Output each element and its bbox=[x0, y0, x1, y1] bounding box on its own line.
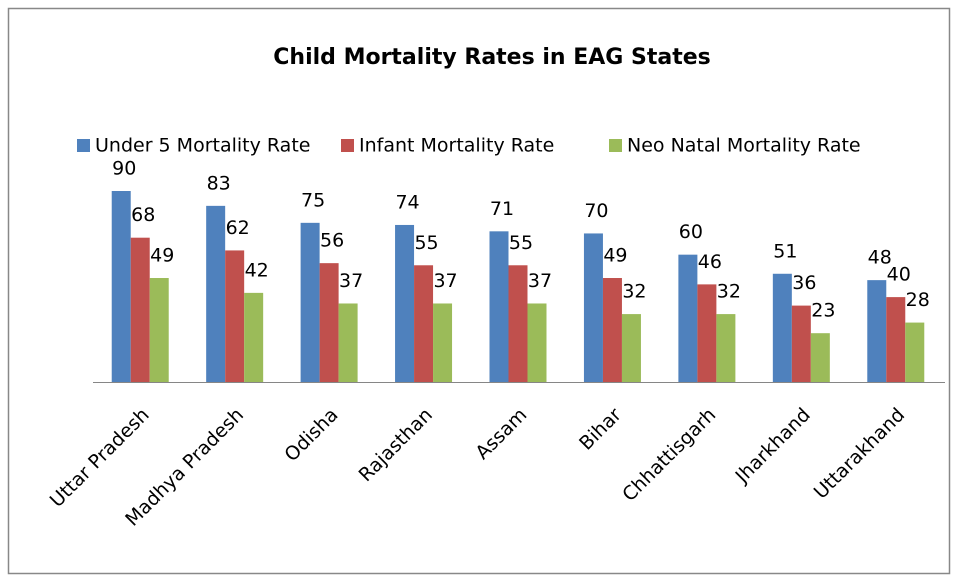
data-label: 83 bbox=[207, 172, 231, 194]
bar bbox=[678, 254, 698, 382]
data-label: 75 bbox=[301, 189, 325, 211]
data-label: 37 bbox=[339, 270, 363, 292]
data-label: 37 bbox=[528, 270, 552, 292]
legend-swatch bbox=[341, 139, 354, 152]
legend-label: Infant Mortality Rate bbox=[359, 135, 554, 157]
data-label: 42 bbox=[245, 259, 269, 281]
bar bbox=[300, 222, 320, 382]
bar bbox=[433, 303, 453, 382]
data-label: 68 bbox=[131, 204, 155, 226]
bar bbox=[886, 297, 906, 382]
bar bbox=[489, 231, 509, 382]
bar bbox=[206, 205, 226, 382]
data-label: 74 bbox=[395, 191, 419, 213]
data-label: 49 bbox=[603, 245, 627, 267]
data-label: 28 bbox=[906, 289, 930, 311]
data-label: 71 bbox=[490, 198, 514, 220]
data-label: 32 bbox=[717, 281, 741, 303]
data-label: 23 bbox=[811, 300, 835, 322]
data-label: 60 bbox=[679, 221, 703, 243]
bar bbox=[244, 292, 264, 382]
data-label: 32 bbox=[622, 281, 646, 303]
bar bbox=[414, 265, 434, 382]
legend-label: Under 5 Mortality Rate bbox=[95, 135, 310, 157]
bar bbox=[867, 280, 887, 382]
bar bbox=[621, 314, 641, 382]
data-label: 90 bbox=[112, 158, 136, 180]
data-label: 70 bbox=[584, 200, 608, 222]
legend-swatch bbox=[77, 139, 90, 152]
bar bbox=[772, 273, 792, 382]
data-label: 49 bbox=[150, 245, 174, 267]
bar bbox=[319, 263, 339, 382]
bar bbox=[602, 278, 622, 382]
legend-label: Neo Natal Mortality Rate bbox=[627, 135, 861, 157]
bar bbox=[905, 322, 925, 382]
data-label: 46 bbox=[698, 251, 722, 273]
bar bbox=[111, 191, 131, 382]
data-label: 48 bbox=[868, 247, 892, 269]
bar bbox=[791, 305, 811, 382]
bar bbox=[395, 224, 415, 382]
data-label: 51 bbox=[773, 240, 797, 262]
bar bbox=[149, 278, 169, 382]
data-label: 40 bbox=[887, 264, 911, 286]
data-label: 55 bbox=[509, 232, 533, 254]
data-label: 37 bbox=[433, 270, 457, 292]
bar bbox=[338, 303, 358, 382]
bar bbox=[583, 233, 603, 382]
data-label: 62 bbox=[226, 217, 250, 239]
bar bbox=[527, 303, 547, 382]
bar bbox=[716, 314, 736, 382]
data-label: 36 bbox=[792, 272, 816, 294]
bar bbox=[130, 237, 150, 382]
chart-title: Child Mortality Rates in EAG States bbox=[273, 45, 710, 70]
bar bbox=[508, 265, 528, 382]
data-label: 55 bbox=[414, 232, 438, 254]
bar bbox=[810, 333, 830, 382]
legend-swatch bbox=[609, 139, 622, 152]
bar bbox=[697, 284, 717, 382]
data-label: 56 bbox=[320, 230, 344, 252]
bar bbox=[225, 250, 245, 382]
